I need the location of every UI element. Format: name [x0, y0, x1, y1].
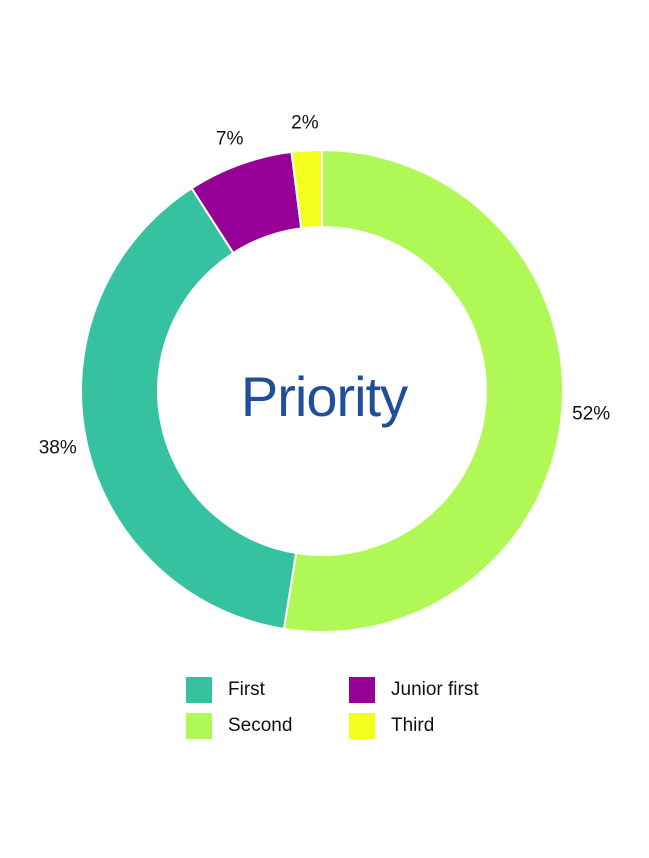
slice-first	[80, 186, 298, 631]
slice-third	[290, 148, 323, 230]
legend-item-third: Third	[349, 712, 539, 739]
legend-item-second: Second	[186, 712, 349, 739]
legend-item-first: First	[186, 676, 349, 703]
legend-label-first: First	[228, 678, 265, 700]
chart-title: Priority	[241, 365, 408, 428]
legend-swatch-third	[349, 712, 375, 739]
chart-legend: First Junior first Second Third	[186, 676, 546, 739]
legend-swatch-junior-first	[349, 676, 375, 703]
legend-swatch-second	[186, 712, 212, 739]
data-label-second: 52%	[572, 403, 610, 424]
slice-second	[282, 148, 564, 633]
legend-label-junior-first: Junior first	[391, 678, 479, 700]
legend-label-second: Second	[228, 714, 293, 736]
legend-swatch-first	[186, 676, 212, 703]
legend-label-third: Third	[391, 714, 435, 736]
donut-slices	[80, 148, 564, 633]
data-label-third: 2%	[291, 113, 319, 134]
data-label-first: 38%	[39, 437, 77, 458]
legend-item-junior-first: Junior first	[349, 676, 539, 703]
data-label-junior-first: 7%	[216, 128, 244, 149]
slice-labels: 52% 38% 7% 2%	[39, 113, 611, 459]
